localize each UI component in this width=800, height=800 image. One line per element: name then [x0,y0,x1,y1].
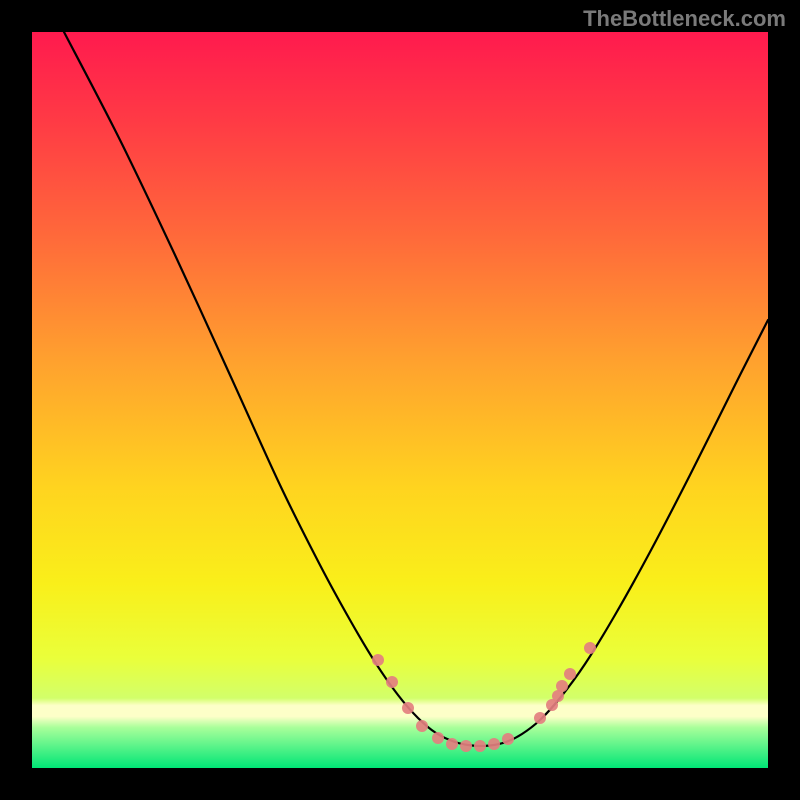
data-marker [416,720,428,732]
data-marker [488,738,500,750]
data-marker [372,654,384,666]
plot-background [32,32,768,768]
data-marker [446,738,458,750]
bottleneck-chart [0,0,800,800]
data-marker [432,732,444,744]
data-marker [402,702,414,714]
data-marker [556,680,568,692]
data-marker [460,740,472,752]
data-marker [474,740,486,752]
data-marker [386,676,398,688]
data-marker [502,733,514,745]
data-marker [564,668,576,680]
data-marker [584,642,596,654]
data-marker [534,712,546,724]
watermark-text: TheBottleneck.com [583,6,786,32]
